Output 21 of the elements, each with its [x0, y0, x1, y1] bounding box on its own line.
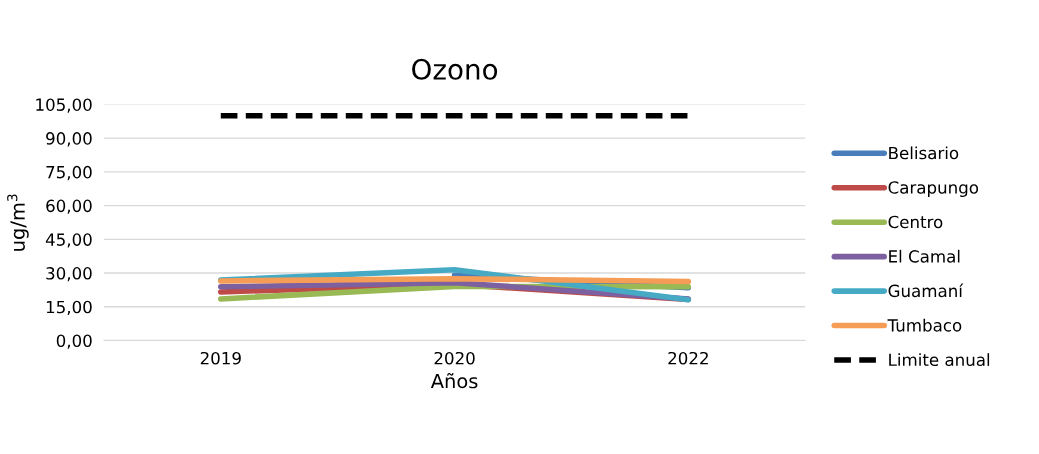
y-axis-title: ug/m$^{3}$ — [7, 194, 29, 251]
legend-label: El Camal — [889, 249, 960, 263]
legend-label: Limite anual — [889, 353, 990, 367]
y-tick-label: 30,00 — [46, 267, 92, 282]
y-tick-label: 75,00 — [46, 165, 92, 181]
y-tick-label: 45,00 — [45, 233, 92, 248]
legend-label: Belisario — [889, 146, 959, 160]
chart-title: Ozono — [412, 58, 498, 80]
x-tick-label: 2019 — [200, 351, 241, 365]
legend-label: Guamaní — [888, 283, 964, 298]
legend-label: Tumbaco — [887, 318, 962, 332]
y-tick-label: 105,00 — [36, 98, 92, 113]
x-tick-label: 2020 — [434, 351, 475, 365]
y-tick-label: 90,00 — [46, 132, 92, 147]
legend-label: Carapungo — [888, 181, 979, 198]
y-tick-label: 0,00 — [56, 334, 92, 349]
x-tick-label: 2022 — [668, 351, 708, 365]
y-tick-label: 60,00 — [46, 199, 92, 214]
y-tick-label: 15,00 — [46, 300, 92, 316]
x-axis-title: Años — [430, 372, 478, 389]
legend-label: Centro — [888, 215, 943, 229]
